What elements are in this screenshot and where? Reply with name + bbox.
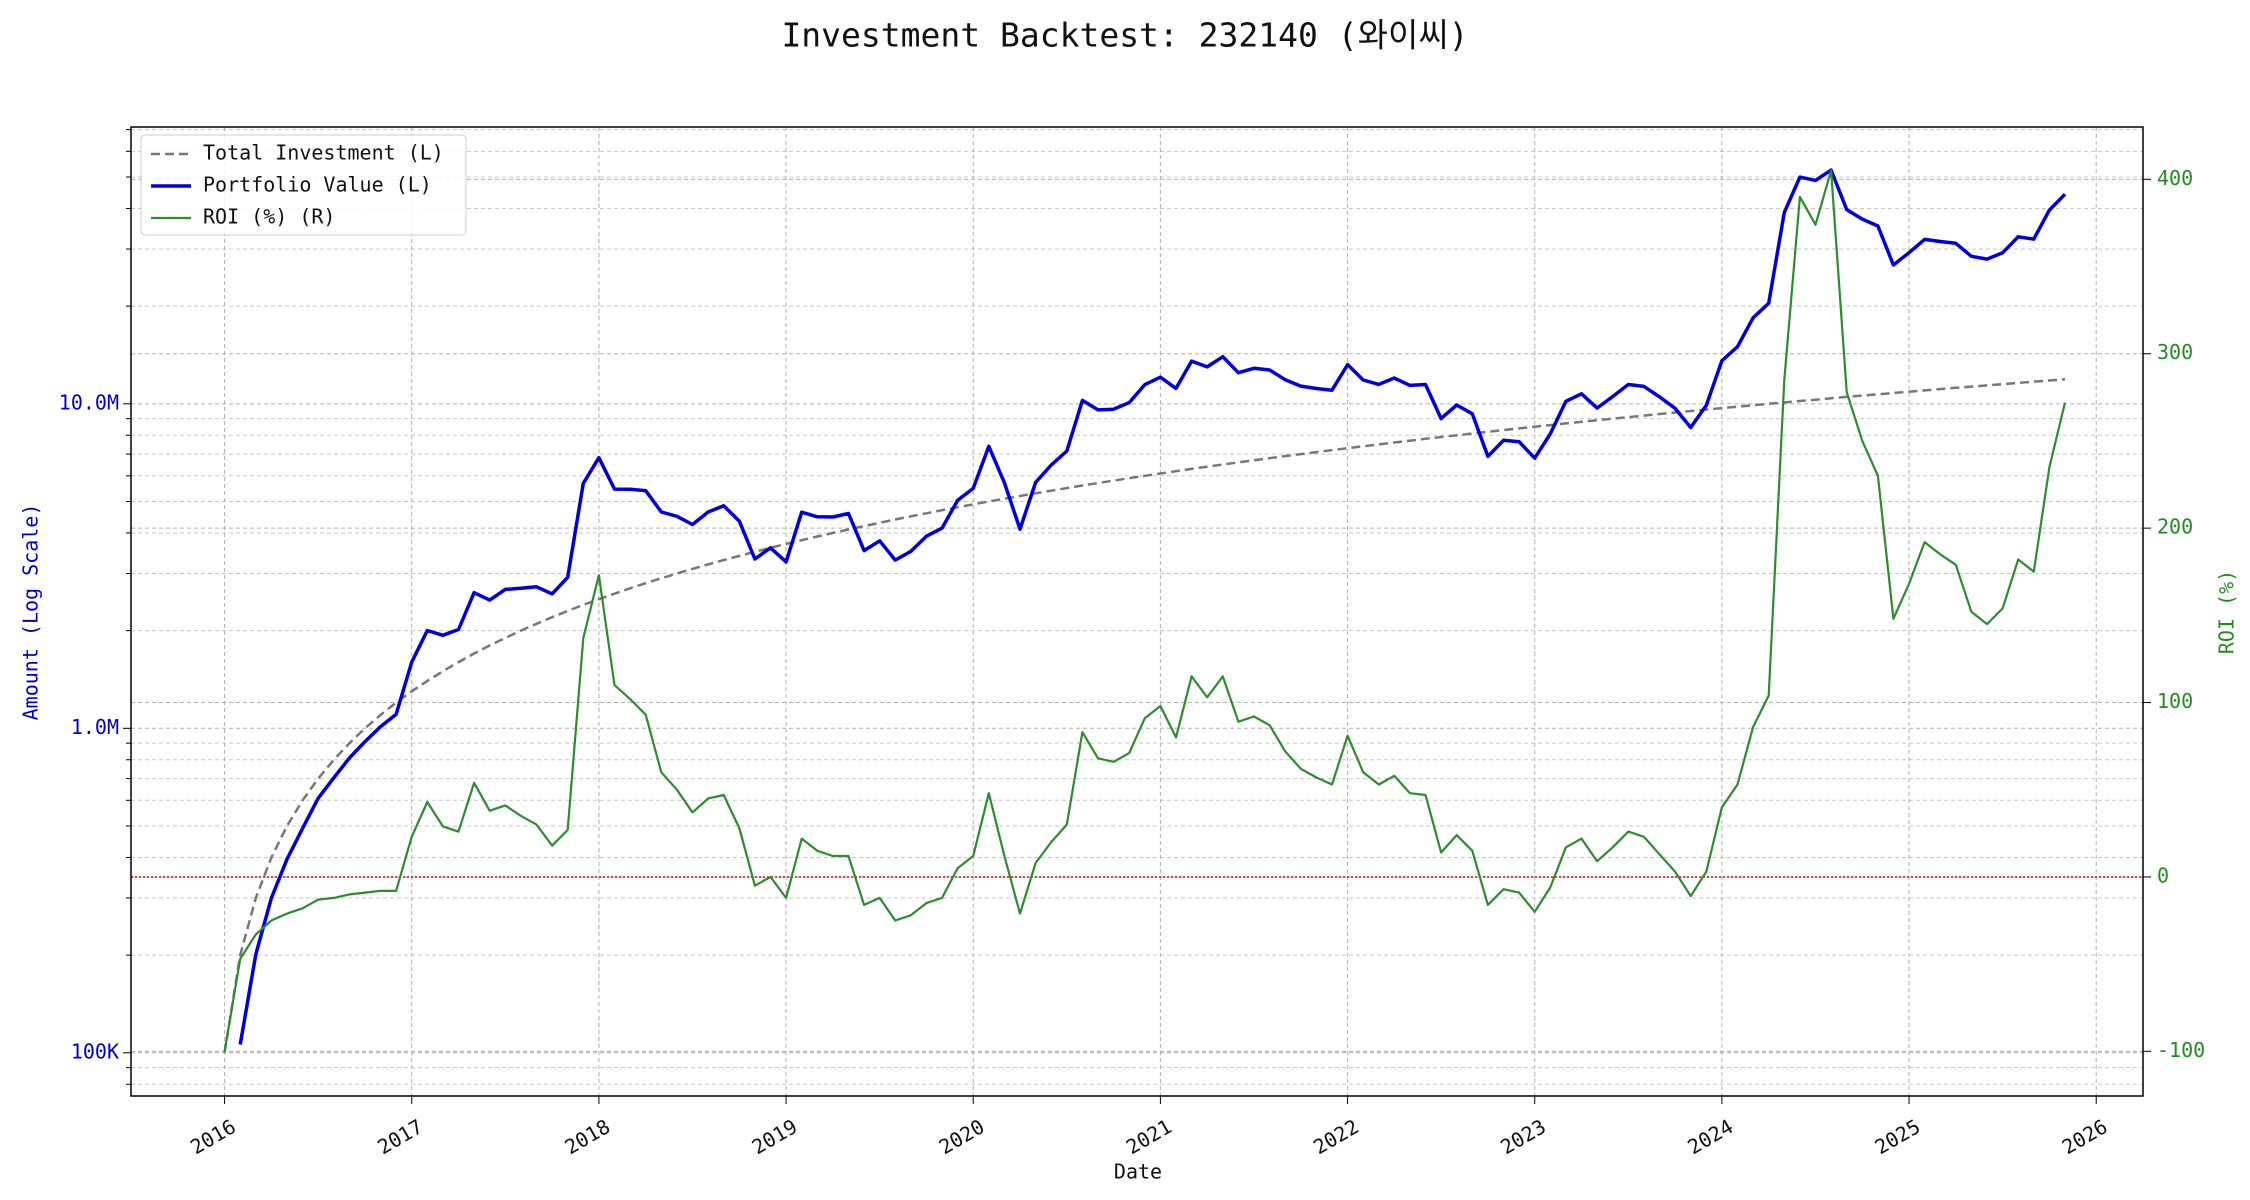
series-line [223,169,2067,1052]
x-tick-label: 2022 [1309,1114,1363,1159]
legend-label: Total Investment (L) [203,141,444,165]
x-tick-label: 2016 [186,1114,240,1159]
x-tick-label: 2018 [560,1114,614,1159]
x-tick-label: 2024 [1683,1114,1737,1159]
x-tick-label: 2020 [935,1114,989,1159]
y-axis-label: Amount (Log Scale) [19,504,43,721]
plot-frame [130,126,2144,1097]
x-tick-label: 2021 [1122,1114,1176,1159]
y-tick-label: 10.0M [59,390,119,414]
y2-tick-label: 400 [2157,166,2193,190]
y2-tick-label: -100 [2157,1038,2205,1062]
x-tick-label: 2017 [373,1114,427,1159]
x-tick-label: 2019 [748,1114,802,1159]
legend-label: ROI (%) (R) [203,205,335,229]
y-tick-label: 100K [71,1039,119,1063]
x-tick-label: 2026 [2058,1114,2112,1159]
plot [223,168,2067,1053]
x-tick-label: 2025 [1871,1114,1925,1159]
y2-tick-label: 200 [2157,515,2193,539]
y2-tick-label: 100 [2157,689,2193,713]
y-tick-label: 1.0M [71,715,119,739]
y2-tick-label: 300 [2157,340,2193,364]
x-tick-label: 2023 [1496,1114,1550,1159]
chart-title: Investment Backtest: 232140 (와이씨) [781,16,1468,55]
legend-label: Portfolio Value (L) [203,173,432,197]
y2-axis-label: ROI (%) [2215,570,2239,654]
x-axis-label: Date [1114,1160,1162,1184]
y2-tick-label: 0 [2157,863,2169,887]
series-line [223,378,2066,1053]
legend-box [140,134,467,236]
series-line [238,168,2067,1045]
